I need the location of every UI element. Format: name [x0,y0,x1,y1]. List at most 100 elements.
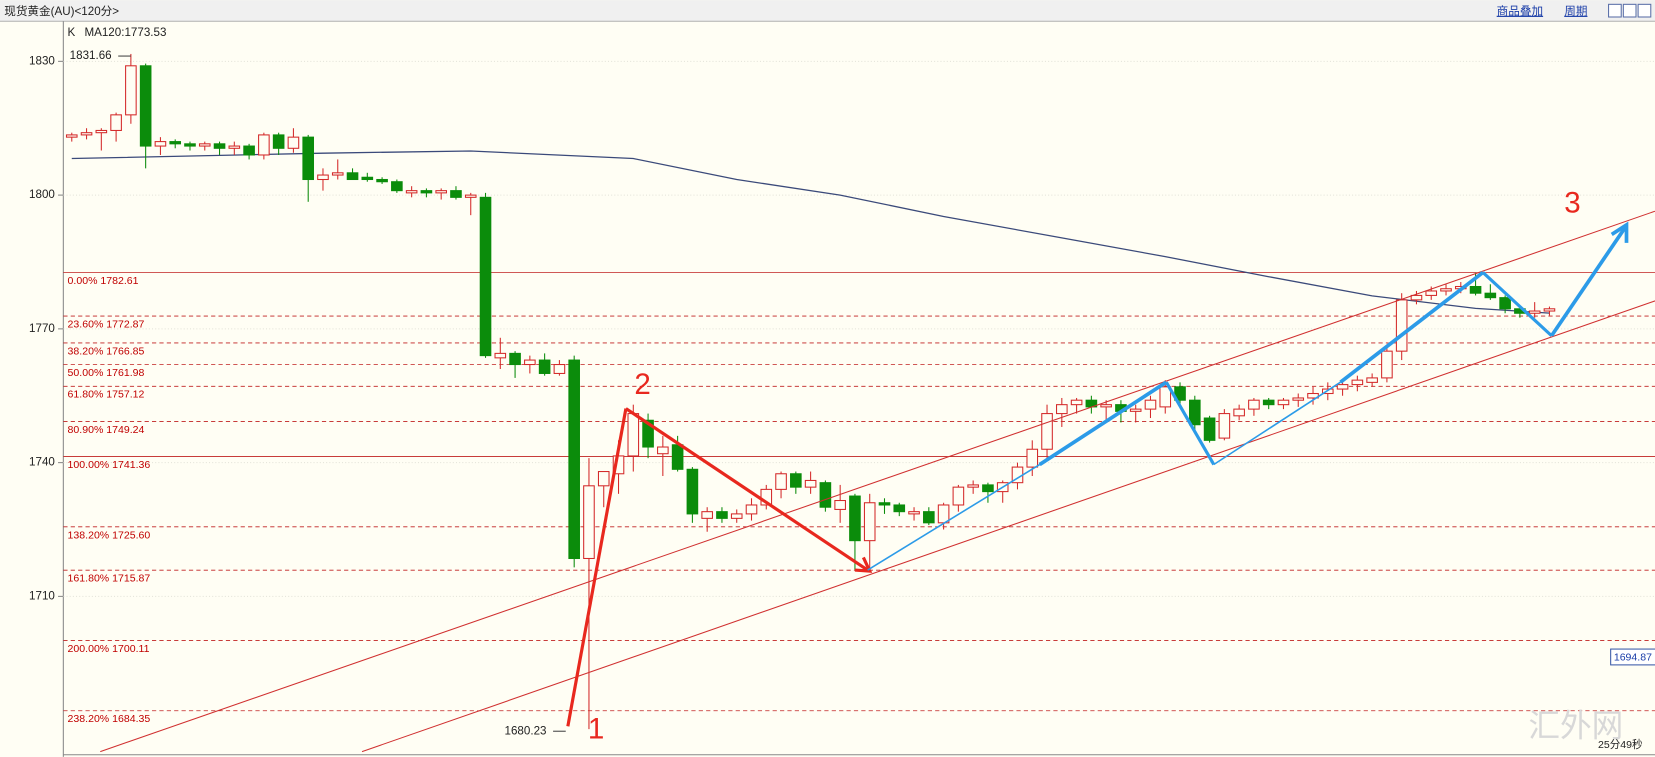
candle-body [893,504,906,513]
fib-ratio: 80.90% [68,424,104,436]
candle-body [287,136,300,149]
candle-body [1144,399,1157,410]
ma-label: MA120:1773.53 [84,26,166,39]
candle-body [1233,408,1245,417]
chart-title: 现货黄金(AU)<120分> [4,4,119,18]
candle-body [1041,413,1053,450]
candle-body [1469,285,1482,294]
candle-body [1129,408,1142,412]
candle-body [1262,399,1275,406]
candle-body [923,511,935,524]
candle-body [228,145,241,149]
trend-arrow [1213,381,1341,466]
trend-drawings [100,210,1655,753]
fib-ratio: 23.60% [68,318,104,330]
trend-arrow [1339,270,1485,384]
fib-ratio: 200.00% [68,643,110,655]
ma-line [71,150,1550,314]
candle-body [139,65,152,147]
candle-body [80,132,93,136]
candle-body [1425,290,1438,296]
candle-body [553,364,566,374]
fib-value: 1757.12 [106,389,144,401]
fib-value: 1766.85 [106,345,144,357]
timer: 25分49秒 [1598,738,1643,751]
candle-body [1410,294,1423,301]
candle-body [435,190,447,194]
fib-label: 23.60% 1772.87 [68,318,145,330]
fib-label: 161.80% 1715.87 [68,572,151,584]
fib-ratio: 38.20% [68,345,104,357]
candle-body [671,444,684,470]
candle-body [1026,448,1039,468]
annotation: 3 [1564,187,1580,220]
candle-body [1484,292,1497,299]
candle-body [110,114,122,131]
candle-body [627,413,640,457]
candle-body [258,134,270,156]
low-label: 1680.23 [505,724,547,737]
candle-body [1351,379,1364,386]
candle-body [1381,350,1393,379]
candle-body [302,136,315,181]
candle-body [1528,310,1541,314]
candle-body [982,484,994,493]
candle-body [849,495,861,542]
candle-body [376,178,388,183]
period-button[interactable]: 周期 [1564,5,1587,18]
candle-body [1292,397,1305,401]
candle-body [1543,308,1556,312]
candle-body [125,65,137,116]
candle-body [716,511,728,519]
candle-body [686,468,699,515]
y-tick-label: 1830 [29,54,55,67]
candle-body [494,352,507,359]
overlay-button[interactable]: 商品叠加 [1497,4,1543,18]
candle-body [1336,384,1349,390]
fib-value: 1725.60 [112,529,150,541]
candle-body [524,359,536,366]
candle-body [730,513,743,519]
candle-body [198,143,211,147]
candle-body [568,359,580,560]
high-label: 1831.66 [70,49,112,62]
fib-value: 1741.36 [112,459,150,471]
candle-body [642,419,654,448]
chart-kind: K [68,26,76,39]
candle-body [95,129,108,134]
candle-body [908,511,920,515]
window-button[interactable] [1622,3,1637,18]
watermark: 汇外网 [1528,708,1623,744]
candle-body [1056,404,1068,415]
candle-body [169,141,182,145]
candle-body [184,143,196,147]
candle-body [1366,377,1378,383]
y-tick-label: 1800 [29,188,55,201]
window-button[interactable] [1608,3,1622,18]
fib-value: 1684.35 [112,713,150,725]
y-tick-label: 1710 [29,589,55,602]
candle-body [1218,413,1231,439]
top-bar [0,0,1655,22]
fib-label: 238.20% 1684.35 [68,713,151,725]
candle-body [420,190,433,194]
candle-body [538,359,551,374]
candle-body [790,473,802,488]
fib-ratio: 61.80% [68,389,104,401]
price-tag: 1694.87 [1614,651,1652,663]
candle-body [405,190,418,194]
candle-body [967,484,979,488]
window-button[interactable] [1637,3,1652,18]
fib-label: 138.20% 1725.60 [68,529,151,541]
fib-label: 38.20% 1766.85 [68,345,145,357]
arrow-head [854,556,873,573]
candle-body [331,172,344,176]
candle-body [745,504,758,515]
fib-ratio: 100.00% [68,459,110,471]
candle-body [597,471,610,487]
fib-value: 1700.11 [112,643,149,655]
price-tag-box [1610,648,1655,666]
fib-label: 100.00% 1741.36 [68,459,151,471]
